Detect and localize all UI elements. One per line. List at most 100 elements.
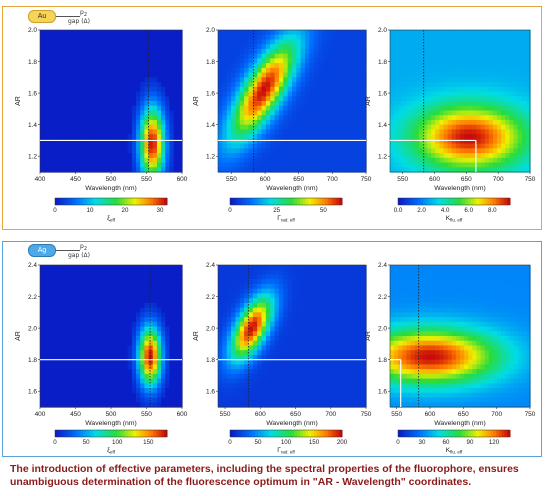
au-k-cell [468,82,473,88]
ag-gamma-cell [222,373,228,380]
au-gamma-colorbar-tick: 25 [273,207,280,214]
au-xi-cell [81,148,87,154]
ag-gamma-cell [287,269,293,276]
au-xi-cell [123,77,129,83]
au-xi-cell [85,167,91,173]
au-k-cell [521,129,527,135]
au-k-colorbar-cell [479,198,483,205]
au-k-cell [439,91,445,97]
au-xi-cell [123,157,129,164]
ag-xi-cell [127,336,133,342]
au-xi-cell [102,48,108,55]
au-gamma-cell [344,34,350,41]
ag-xi-cell [161,265,166,271]
au-xi-cell [144,96,150,102]
ag-xi-cell [152,392,158,399]
au-xi-cell [165,44,171,50]
ag-xi-cell [173,293,179,299]
au-xi-cell [77,101,83,107]
au-gamma-cell [261,134,267,140]
au-k-cell [492,143,498,149]
au-xi-cell [40,48,45,55]
au-gamma-cell [318,67,324,74]
ag-xi-cell [102,340,108,347]
au-xi-cell [94,39,100,45]
au-xi-cell [127,96,133,102]
ag-gamma-cell [261,373,267,380]
au-gamma-cell [296,124,302,130]
au-gamma-cell [326,30,332,36]
au-xi-cell [44,77,49,83]
au-xi-cell [115,119,120,126]
au-xi-colorbar-cell [130,198,134,205]
au-k-cell [451,105,457,112]
ag-xi-cell [94,288,100,294]
ag-xi-cell [40,397,45,403]
ag-xi-cell [65,312,70,318]
au-k-cell [410,34,416,41]
au-xi-cell [115,67,120,74]
ag-xi-cell [94,364,100,370]
ag-gamma-cell [283,331,289,337]
au-k-colorbar-cell [445,198,449,205]
ag-xi-cell [40,274,45,280]
ag-xi-cell [106,345,112,351]
ag-xi-cell [94,383,100,389]
au-xi-cell [48,134,54,140]
au-k-cell [451,148,457,154]
au-xi-cell [127,34,133,41]
au-xi-cell [69,105,75,112]
au-xi-cell [177,86,183,93]
ag-xi-cell [98,265,104,271]
au-gamma-cell [222,167,228,173]
ag-xi-cell [65,279,70,285]
au-k-cell [451,115,457,121]
au-xi-cell [165,96,171,102]
au-xi-cell [173,115,179,121]
au-k-cell [402,138,408,145]
au-gamma-cell [339,143,345,149]
au-gamma-cell [248,34,254,41]
au-k-cell [398,34,403,41]
ag-xi-cell [111,378,116,384]
ag-xi-cell [77,312,83,318]
ag-xi-cell [165,265,171,271]
au-xi-cell [111,143,116,149]
au-gamma-cell [270,63,276,69]
ag-xi-cell [119,302,125,309]
au-k-cell [422,162,428,168]
au-k-cell [410,129,416,135]
ag-gamma-cell [248,302,254,309]
au-xi-cell [60,153,66,159]
ag-xi-cell [90,317,95,323]
au-gamma-cell [292,162,297,168]
ag-xi-colorbar-tick: 100 [112,439,123,446]
au-k-cell [410,162,416,168]
ag-gamma-cell [235,345,241,351]
ag-xi-cell [173,350,179,356]
ag-xi-cell [119,388,125,394]
au-xi-cell [148,115,154,121]
au-nanoparticle-icon: Au [28,10,56,23]
ag-xi-cell [73,345,79,351]
au-gamma-cell [344,67,350,74]
au-k-cell [492,134,498,140]
au-gamma-cell [318,48,324,55]
au-gamma-cell [296,115,302,121]
ag-gamma-cell [231,283,237,290]
ag-gamma-cell [300,373,306,380]
ag-gamma-cell [278,345,284,351]
au-k-colorbar-title: Kflu. eff [446,215,463,223]
au-xi-cell [98,82,104,88]
au-k-cell [443,77,449,83]
au-xi-cell [144,162,150,168]
ag-xi-cell [144,383,150,389]
ag-xi-cell [94,331,100,337]
ag-xi-cell [136,373,141,380]
ag-probe-p: p [80,243,84,250]
ag-xi-colorbar-cell [161,430,165,437]
ag-gamma-cell [218,326,223,332]
au-k-cell [492,63,498,69]
au-k-cell [406,105,412,112]
au-gamma-cell [235,124,241,130]
